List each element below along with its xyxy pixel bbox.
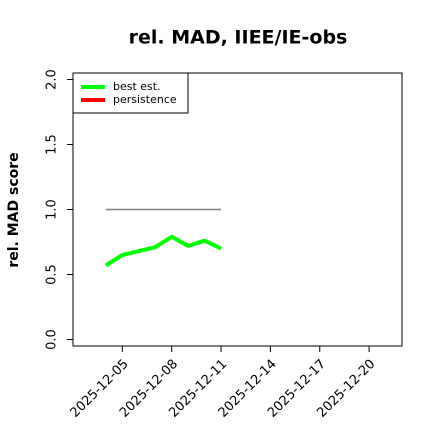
chart-title: rel. MAD, IIEE/IE-obs	[129, 27, 348, 49]
legend-label: persistence	[113, 93, 177, 106]
y-tick-label: 0.0	[45, 329, 60, 350]
data-line	[104, 234, 222, 268]
legend-box	[72, 72, 189, 114]
y-tick-label: 1.5	[45, 134, 60, 155]
y-tick-label: 0.5	[45, 264, 60, 285]
y-tick-label: 1.0	[45, 199, 60, 220]
y-axis-label: rel. MAD score	[6, 152, 22, 267]
y-tick-label: 2.0	[45, 69, 60, 90]
legend-label: best est.	[113, 80, 161, 93]
